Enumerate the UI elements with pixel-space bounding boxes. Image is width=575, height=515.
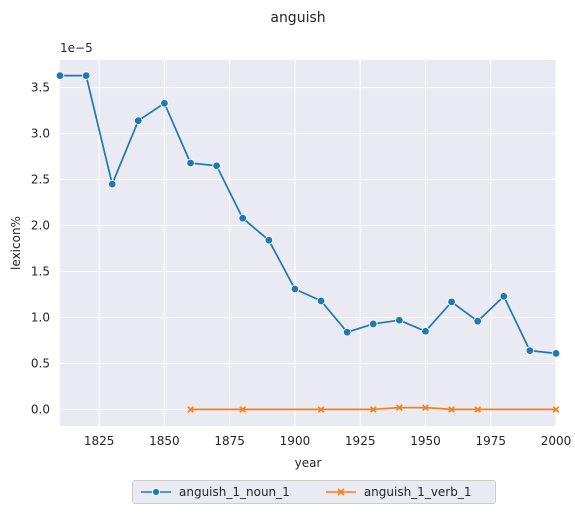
data-point [317, 406, 325, 413]
legend-marker-x-icon [325, 488, 356, 496]
series-line-0 [60, 74, 557, 355]
data-point [473, 316, 482, 326]
y-tick-labels: 0.0 0.5 1.0 1.5 2.0 2.5 3.0 3.5 [31, 81, 50, 417]
y-tick-label: 3.0 [31, 127, 50, 141]
legend-label-verb: anguish_1_verb_1 [363, 485, 472, 499]
chart-title: anguish [270, 10, 325, 26]
data-point [369, 319, 378, 329]
data-point [134, 116, 143, 125]
data-point [212, 161, 221, 170]
data-point [369, 406, 377, 413]
data-point [316, 296, 326, 306]
data-point [422, 404, 429, 411]
legend-label-noun: anguish_1_noun_1 [179, 485, 290, 499]
y-scale-label: 1e−5 [60, 41, 93, 55]
data-point [396, 404, 403, 411]
data-point [342, 328, 352, 337]
data-point [290, 284, 300, 294]
data-point [395, 316, 404, 325]
y-tick-label: 2.0 [31, 219, 50, 233]
data-point [552, 406, 560, 413]
x-axis-label: year [295, 456, 322, 470]
data-point [551, 349, 561, 358]
grid [60, 60, 557, 426]
y-axis-label: lexicon% [9, 216, 23, 270]
x-tick-label: 1825 [84, 434, 115, 448]
x-tick-label: 2000 [541, 434, 572, 448]
data-point [448, 406, 455, 413]
data-point [474, 406, 482, 413]
y-tick-label: 1.5 [31, 265, 50, 279]
y-tick-label: 3.5 [31, 81, 50, 95]
legend: anguish_1_noun_1 anguish_1_verb_1 [132, 480, 496, 504]
data-point [186, 158, 195, 168]
x-tick-label: 1975 [475, 434, 506, 448]
legend-marker-circle-icon [141, 488, 171, 496]
data-point [421, 327, 430, 336]
data-point [264, 236, 274, 245]
data-point [81, 71, 91, 80]
x-tick-labels: 1825 1850 1875 1900 1925 1950 1975 2000 [84, 434, 571, 448]
data-point [238, 213, 247, 223]
data-point [499, 292, 508, 301]
y-tick-label: 1.0 [31, 310, 50, 324]
y-tick-label: 0.0 [31, 402, 50, 416]
y-tick-label: 0.5 [31, 356, 50, 370]
series-group [55, 71, 561, 413]
legend-item-noun: anguish_1_noun_1 [133, 485, 290, 499]
y-tick-label: 2.5 [31, 173, 50, 187]
plot-area [60, 60, 556, 426]
x-tick-label: 1950 [410, 434, 441, 448]
x-tick-label: 1850 [149, 434, 180, 448]
data-point [525, 346, 535, 355]
data-point [160, 99, 169, 108]
legend-item-verb: anguish_1_verb_1 [318, 485, 472, 499]
data-point [447, 297, 456, 307]
data-point [55, 71, 65, 80]
data-point [239, 406, 247, 413]
data-point [187, 406, 194, 413]
x-tick-label: 1900 [280, 434, 311, 448]
x-tick-label: 1925 [345, 434, 376, 448]
data-point [108, 179, 117, 189]
x-tick-label: 1875 [214, 434, 245, 448]
